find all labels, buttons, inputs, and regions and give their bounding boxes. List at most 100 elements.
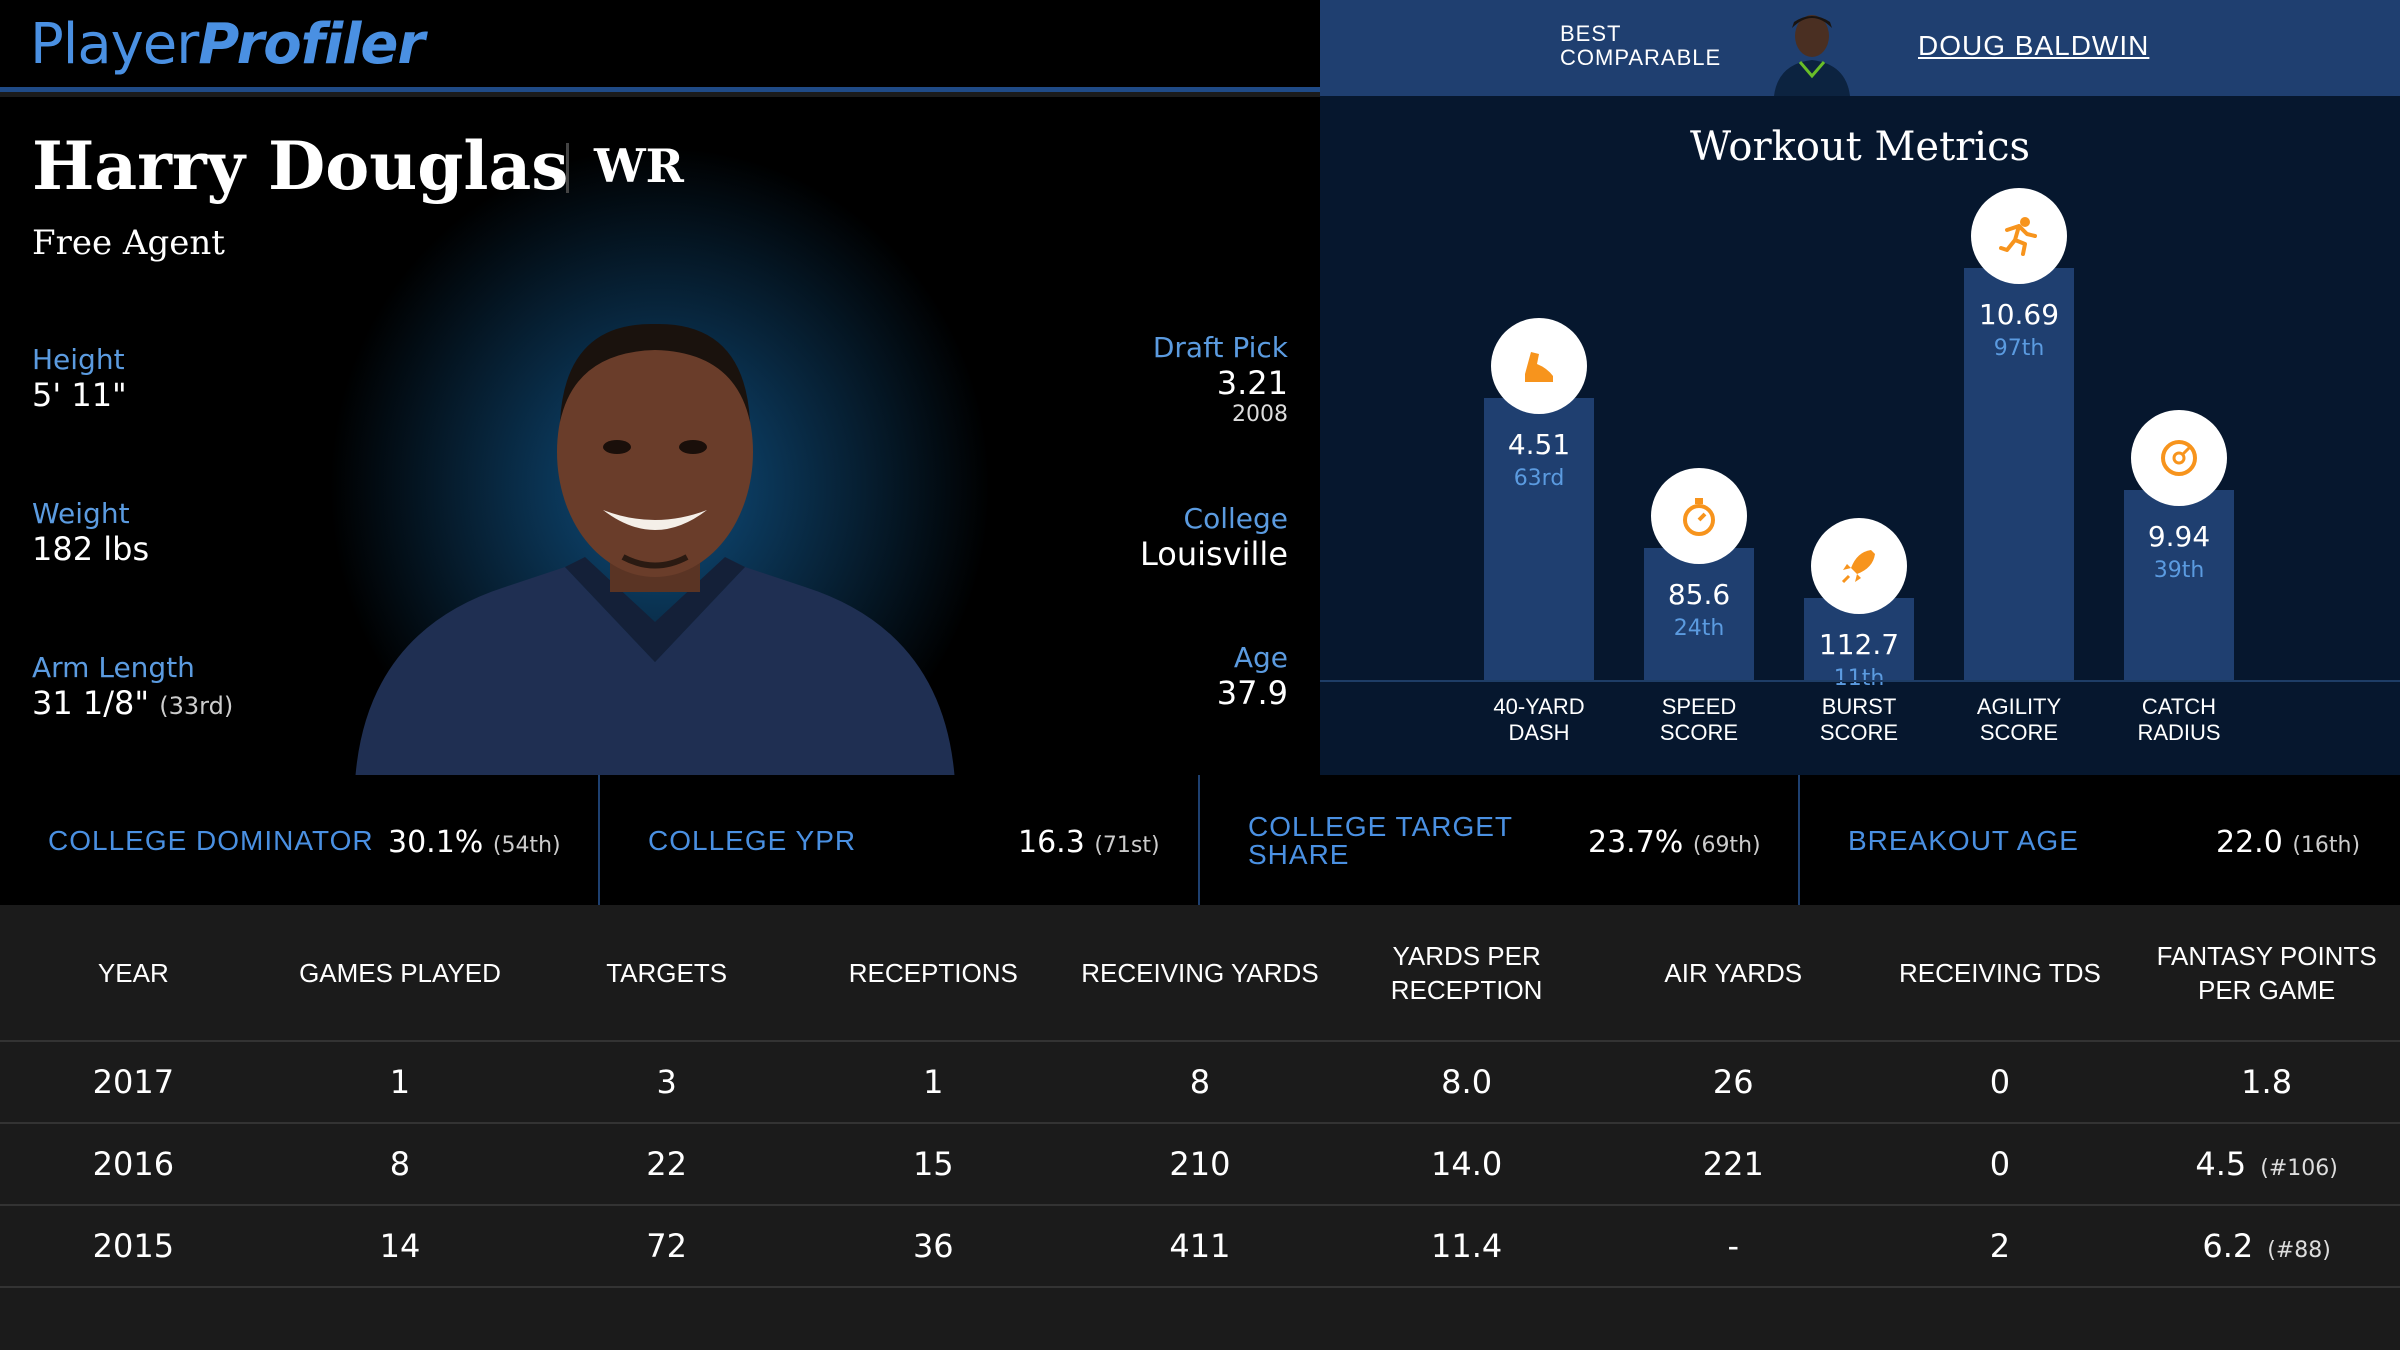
arm-length-text: 31 1/8" — [32, 684, 150, 722]
cell-value: 72 — [646, 1227, 687, 1265]
cell-year: 2015 — [0, 1205, 267, 1288]
cell-value: 3 — [656, 1063, 677, 1101]
cell-receptions: 15 — [799, 1123, 1067, 1206]
cell-air-yards: 26 — [1599, 1041, 1867, 1124]
cell-value: 26 — [1712, 1063, 1754, 1101]
arm-length-value: 31 1/8" (33rd) — [32, 684, 233, 722]
college-ypr-number: 16.3 — [1018, 825, 1085, 860]
draft-year: 2008 — [1232, 402, 1288, 427]
cell-games-played: 8 — [266, 1123, 534, 1206]
bar-label-burst-score: BURST SCORE — [1819, 694, 1899, 745]
bar-percentile-40-yard-dash: 63rd — [1513, 466, 1565, 492]
column-header-air-yards: AIR YARDS — [1599, 905, 1867, 1042]
age-value: 37.9 — [1216, 674, 1288, 712]
bar-label-agility-score: AGILITY SCORE — [1976, 694, 2062, 745]
best-comparable-bar: BEST COMPARABLE DOUG BALDWIN — [1320, 0, 2400, 96]
bar-label-catch-radius: CATCH RADIUS — [2137, 694, 2221, 745]
college-stat: College Louisville — [1140, 502, 1288, 573]
cell-value: 0 — [1989, 1063, 2011, 1101]
stopwatch-icon — [1651, 467, 1747, 564]
shoe-icon — [1491, 318, 1587, 415]
column-header-fantasy-points: FANTASY POINTS PER GAME — [2133, 905, 2400, 1042]
cell-receiving-yards: 210 — [1066, 1123, 1334, 1206]
column-header-receiving-tds: RECEIVING TDS — [1866, 905, 2134, 1042]
cell-air-yards: 221 — [1599, 1123, 1867, 1206]
bar-percentile-speed-score: 24th — [1673, 615, 1725, 641]
cell-value: 0 — [1989, 1145, 2011, 1183]
cell-value: 15 — [912, 1145, 954, 1183]
header-bar: PlayerProfiler — [0, 0, 1320, 92]
cell-value: 411 — [1169, 1227, 1231, 1265]
bar-value-40-yard-dash: 4.51 — [1507, 428, 1571, 462]
arm-length-stat: Arm Length 31 1/8" (33rd) — [32, 651, 233, 722]
best-comparable-link[interactable]: DOUG BALDWIN — [1918, 30, 2150, 61]
college-stats-strip: COLLEGE DOMINATOR 30.1% (54th) COLLEGE Y… — [0, 775, 2400, 905]
bar-percentile-burst-score: 11th — [1833, 665, 1885, 691]
breakout-age-value: 22.0 (16th) — [2216, 825, 2360, 860]
column-header-year: YEAR — [0, 905, 267, 1042]
cell-value: 1 — [389, 1063, 411, 1101]
cell-value: 1 — [923, 1063, 944, 1101]
season-stats-table: YEAR GAMES PLAYED TARGETS RECEPTIONS REC… — [0, 905, 2400, 1288]
cell-value: 8.0 — [1441, 1063, 1493, 1101]
player-position: WR — [594, 139, 684, 193]
cell-value: - — [1727, 1227, 1740, 1265]
cell-value: 2017 — [92, 1063, 175, 1101]
logo-text-profiler: Profiler — [198, 12, 425, 77]
draft-pick-label: Draft Pick — [1152, 331, 1288, 364]
cell-value: 11.4 — [1430, 1227, 1503, 1265]
college-dominator-number: 30.1% — [388, 825, 484, 860]
weight-value: 182 lbs — [32, 530, 150, 568]
logo-text-player: Player — [30, 12, 199, 77]
cell-value: 36 — [912, 1227, 954, 1265]
cell-value: 4.5 — [2195, 1145, 2247, 1183]
bar-value-burst-score: 112.7 — [1818, 627, 1900, 661]
college-dominator-rank: (54th) — [492, 833, 561, 858]
cell-value: 210 — [1169, 1145, 1231, 1183]
cell-air-yards: - — [1599, 1205, 1867, 1288]
running-icon — [1971, 187, 2067, 284]
bar-agility-score — [1964, 267, 2074, 680]
column-header-targets: TARGETS — [533, 905, 800, 1042]
player-photo — [355, 323, 955, 775]
cell-yards-per-reception: 11.4 — [1333, 1205, 1600, 1288]
cell-value: 2015 — [92, 1227, 175, 1265]
college-ypr-label: COLLEGE YPR — [648, 825, 857, 856]
breakout-age-box: BREAKOUT AGE 22.0 (16th) — [1800, 775, 2400, 905]
bar-label-speed-score: SPEED SCORE — [1659, 694, 1739, 745]
breakout-age-label: BREAKOUT AGE — [1848, 825, 2079, 856]
cell-receiving-tds: 0 — [1866, 1123, 2134, 1206]
cell-receiving-tds: 2 — [1866, 1205, 2134, 1288]
cell-games-played: 1 — [266, 1041, 534, 1124]
workout-metrics-panel: Workout Metrics 4.51 63rd 40-YARD DASH 85.6 2… — [1320, 96, 2400, 775]
cell-value: 1.8 — [2241, 1063, 2293, 1101]
college-dominator-value: 30.1% (54th) — [388, 825, 561, 860]
cell-fantasy-points: 4.5 (#106) — [2133, 1123, 2400, 1206]
best-comparable-avatar[interactable] — [1772, 6, 1852, 96]
bar-percentile-agility-score: 97th — [1993, 335, 2045, 361]
college-target-share-label: COLLEGE TARGET SHARE — [1248, 811, 1513, 870]
cell-receiving-tds: 0 — [1866, 1041, 2134, 1124]
player-profile-panel: Harry Douglas WR Free Agent Height 5' 11… — [0, 97, 1320, 775]
college-dominator-label: COLLEGE DOMINATOR — [48, 825, 374, 856]
target-icon — [2131, 410, 2227, 507]
column-header-yards-per-reception: YARDS PER RECEPTION — [1333, 905, 1600, 1042]
bar-value-catch-radius: 9.94 — [2147, 520, 2211, 554]
breakout-age-number: 22.0 — [2216, 825, 2283, 860]
draft-pick-value: 3.21 — [1216, 364, 1288, 402]
cell-receiving-yards: 411 — [1066, 1205, 1334, 1288]
bar-value-agility-score: 10.69 — [1978, 297, 2060, 331]
cell-targets: 22 — [533, 1123, 800, 1206]
logo[interactable]: PlayerProfiler — [30, 12, 425, 77]
bar-catch-radius — [2124, 490, 2234, 680]
college-target-share-value: 23.7% (69th) — [1588, 825, 1761, 860]
college-dominator-box: COLLEGE DOMINATOR 30.1% (54th) — [0, 775, 600, 905]
table-header-row: YEAR GAMES PLAYED TARGETS RECEPTIONS REC… — [0, 905, 2400, 1042]
chart-baseline — [1320, 680, 2400, 682]
age-stat: Age 37.9 — [1217, 641, 1288, 712]
table-row: 2015 14 72 36 411 11.4 - 2 6.2 (#88) — [0, 1205, 2400, 1288]
bar-value-speed-score: 85.6 — [1667, 577, 1731, 611]
table-row: 2017 1 3 1 8 8.0 26 0 1.8 — [0, 1041, 2400, 1124]
cell-receptions: 1 — [799, 1041, 1067, 1124]
age-label: Age — [1233, 641, 1288, 674]
